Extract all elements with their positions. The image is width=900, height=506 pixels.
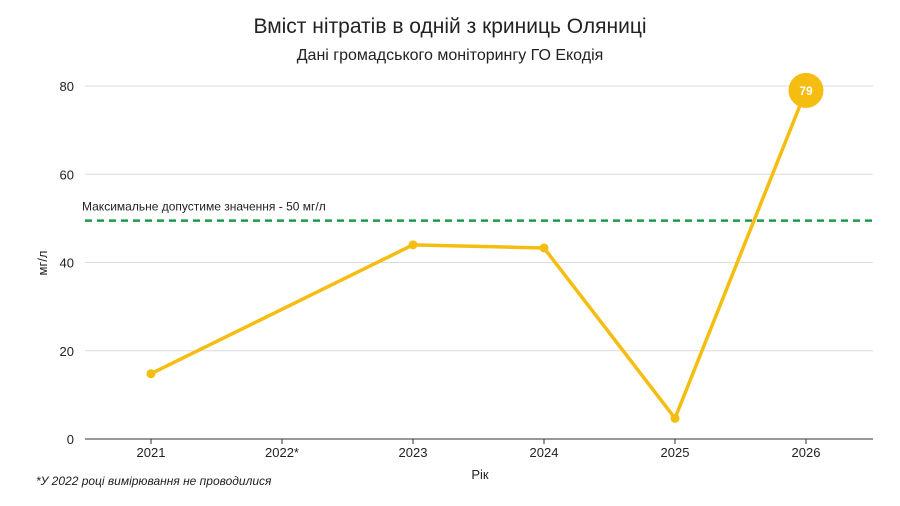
y-axis-label: мг/л: [35, 251, 50, 276]
x-tick-label: 2022*: [265, 445, 299, 460]
chart-title: Вміст нітратів в одній з криниць Оляниці: [253, 15, 647, 38]
y-tick-label: 0: [67, 432, 74, 447]
x-tick-label: 2021: [137, 445, 166, 460]
highlight-label: 79: [799, 84, 813, 98]
data-point: [408, 240, 418, 250]
data-point: [146, 369, 156, 379]
x-tick-label: 2025: [661, 445, 690, 460]
data-point: [539, 243, 549, 253]
x-tick-label: 2026: [792, 445, 821, 460]
series-line: [149, 88, 808, 421]
data-point: [670, 413, 680, 423]
y-tick-label: 40: [60, 256, 74, 271]
footnote: *У 2022 році вимірювання не проводилися: [36, 474, 272, 488]
y-tick-label: 20: [60, 344, 74, 359]
x-axis-label: Рік: [471, 467, 489, 482]
y-tick-label: 60: [60, 167, 74, 182]
x-tick-label: 2024: [530, 445, 559, 460]
highlight-point: [788, 72, 824, 108]
chart-subtitle: Дані громадського моніторингу ГО Екодія: [296, 47, 604, 64]
x-tick-label: 2023: [399, 445, 428, 460]
max-allowed-label: Максимальне допустиме значення - 50 мг/л: [82, 200, 326, 214]
y-tick-label: 80: [60, 79, 74, 94]
